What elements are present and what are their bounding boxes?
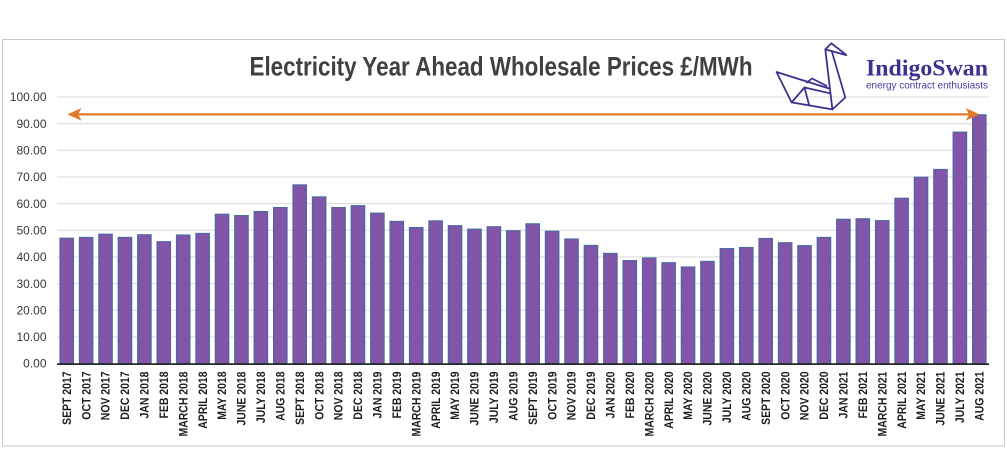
svg-text:NOV 2017: NOV 2017 xyxy=(99,371,113,420)
svg-text:MAY 2021: MAY 2021 xyxy=(914,371,928,419)
svg-text:JULY 2018: JULY 2018 xyxy=(254,371,268,423)
svg-text:APRIL 2019: APRIL 2019 xyxy=(429,371,443,429)
svg-text:NOV 2020: NOV 2020 xyxy=(798,371,812,420)
svg-text:SEPT 2020: SEPT 2020 xyxy=(759,371,773,425)
svg-text:60.00: 60.00 xyxy=(16,197,46,211)
svg-text:DEC 2017: DEC 2017 xyxy=(118,371,132,419)
svg-text:MAY 2020: MAY 2020 xyxy=(681,371,695,419)
svg-text:FEB 2018: FEB 2018 xyxy=(157,371,171,418)
svg-text:APRIL 2021: APRIL 2021 xyxy=(895,371,909,429)
svg-text:JULY 2021: JULY 2021 xyxy=(953,371,967,423)
svg-text:IndigoSwan: IndigoSwan xyxy=(866,56,988,81)
svg-text:10.00: 10.00 xyxy=(16,330,46,344)
svg-text:MARCH 2021: MARCH 2021 xyxy=(875,371,889,436)
svg-text:DEC 2019: DEC 2019 xyxy=(584,371,598,419)
svg-text:AUG 2018: AUG 2018 xyxy=(273,371,287,421)
svg-text:SEPT 2018: SEPT 2018 xyxy=(293,371,307,425)
svg-text:JUNE 2018: JUNE 2018 xyxy=(235,371,249,425)
svg-text:OCT 2017: OCT 2017 xyxy=(79,371,93,419)
svg-text:DEC 2018: DEC 2018 xyxy=(351,371,365,419)
svg-text:AUG 2019: AUG 2019 xyxy=(506,371,520,421)
svg-text:JAN 2021: JAN 2021 xyxy=(837,371,851,418)
svg-text:OCT 2020: OCT 2020 xyxy=(778,371,792,419)
svg-text:20.00: 20.00 xyxy=(16,303,46,317)
svg-text:40.00: 40.00 xyxy=(16,250,46,264)
svg-text:APRIL 2020: APRIL 2020 xyxy=(662,371,676,429)
svg-text:MARCH 2019: MARCH 2019 xyxy=(409,371,423,436)
svg-text:MAY 2019: MAY 2019 xyxy=(448,371,462,419)
svg-text:JAN 2019: JAN 2019 xyxy=(371,371,385,418)
svg-text:50.00: 50.00 xyxy=(16,223,46,237)
svg-text:JUNE 2020: JUNE 2020 xyxy=(701,371,715,425)
svg-text:90.00: 90.00 xyxy=(16,117,46,131)
svg-text:70.00: 70.00 xyxy=(16,170,46,184)
svg-text:0.00: 0.00 xyxy=(23,357,47,371)
svg-text:NOV 2019: NOV 2019 xyxy=(565,371,579,420)
svg-text:JULY 2019: JULY 2019 xyxy=(487,371,501,423)
svg-text:FEB 2021: FEB 2021 xyxy=(856,371,870,418)
svg-text:OCT 2018: OCT 2018 xyxy=(312,371,326,419)
svg-text:JULY 2020: JULY 2020 xyxy=(720,371,734,423)
svg-text:JAN 2020: JAN 2020 xyxy=(604,371,618,418)
svg-text:FEB 2020: FEB 2020 xyxy=(623,371,637,418)
svg-text:OCT 2019: OCT 2019 xyxy=(545,371,559,419)
svg-text:DEC 2020: DEC 2020 xyxy=(817,371,831,419)
svg-text:SEPT 2019: SEPT 2019 xyxy=(526,371,540,425)
svg-text:30.00: 30.00 xyxy=(16,277,46,291)
svg-text:energy contract enthusiasts: energy contract enthusiasts xyxy=(866,80,988,92)
svg-text:JUNE 2021: JUNE 2021 xyxy=(934,371,948,425)
svg-text:JUNE 2019: JUNE 2019 xyxy=(468,371,482,425)
svg-text:FEB 2019: FEB 2019 xyxy=(390,371,404,418)
svg-text:JAN 2018: JAN 2018 xyxy=(138,371,152,418)
svg-text:SEPT 2017: SEPT 2017 xyxy=(60,371,74,425)
svg-text:MAY 2018: MAY 2018 xyxy=(215,371,229,419)
svg-text:AUG 2020: AUG 2020 xyxy=(739,371,753,421)
svg-text:Electricity Year Ahead Wholesa: Electricity Year Ahead Wholesale Prices … xyxy=(250,52,753,82)
svg-text:MARCH 2020: MARCH 2020 xyxy=(642,371,656,436)
svg-text:80.00: 80.00 xyxy=(16,144,46,158)
svg-text:APRIL 2018: APRIL 2018 xyxy=(196,371,210,429)
svg-text:AUG 2021: AUG 2021 xyxy=(972,371,986,421)
svg-text:NOV 2018: NOV 2018 xyxy=(332,371,346,420)
svg-text:100.00: 100.00 xyxy=(10,90,47,104)
svg-text:MARCH 2018: MARCH 2018 xyxy=(176,371,190,436)
